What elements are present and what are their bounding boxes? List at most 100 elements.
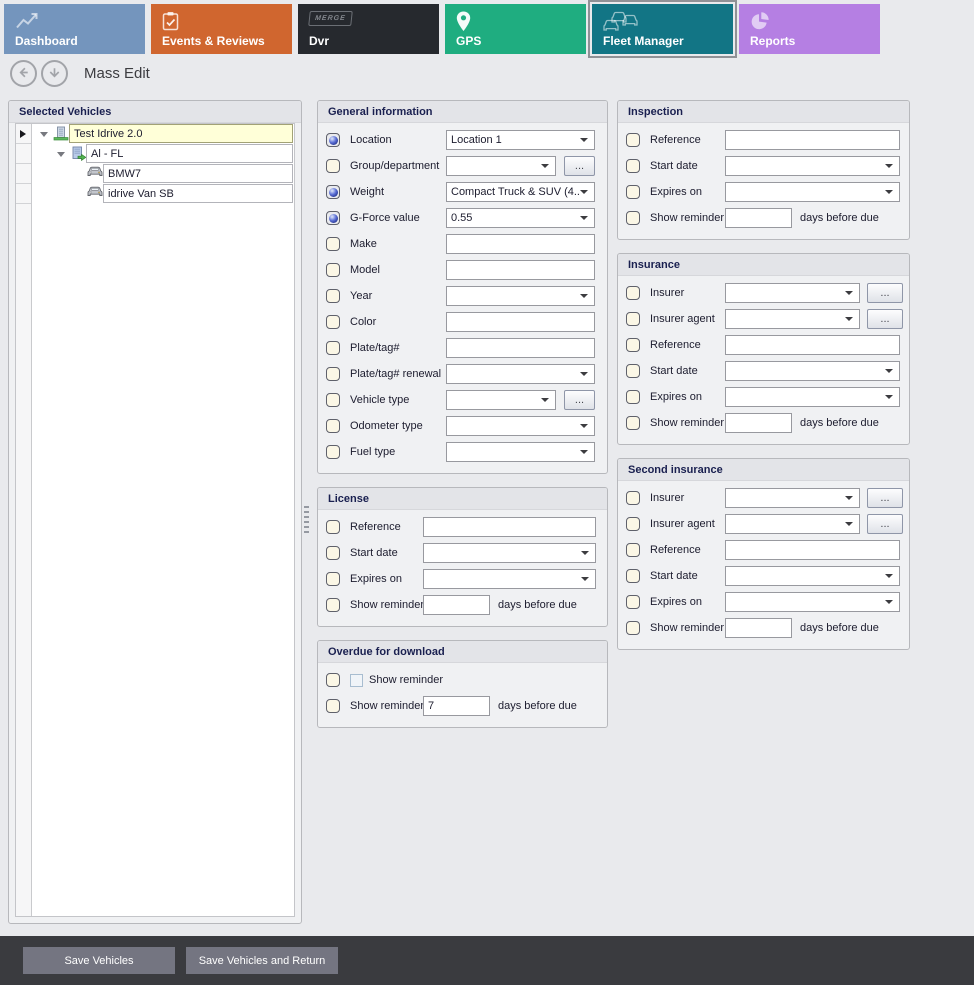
insurer-agent-apply-checkbox[interactable]	[626, 312, 640, 326]
show-reminder-apply-checkbox[interactable]	[626, 211, 640, 225]
tree-node-label[interactable]: Al - FL	[86, 144, 293, 163]
show-reminder-days-input[interactable]	[725, 618, 792, 638]
model-input[interactable]	[446, 260, 595, 280]
reference-input[interactable]	[725, 130, 900, 150]
weight-apply-checkbox[interactable]	[326, 185, 340, 199]
insurer-browse-button[interactable]: ...	[867, 283, 903, 303]
expires-on-select[interactable]	[725, 592, 900, 612]
insurer-agent-browse-button[interactable]: ...	[867, 309, 903, 329]
plate-tag-renewal-select[interactable]	[446, 364, 595, 384]
save-vehicles-button[interactable]: Save Vehicles	[23, 947, 175, 974]
tree-node-label[interactable]: idrive Van SB	[103, 184, 293, 203]
tree-node-bmw7[interactable]: BMW7	[32, 164, 294, 184]
splitter-handle[interactable]	[304, 506, 309, 533]
start-date-select[interactable]	[725, 566, 900, 586]
expires-on-select[interactable]	[725, 182, 900, 202]
field-label: Show reminder	[350, 700, 424, 712]
show-reminder-checkbox[interactable]	[350, 673, 363, 687]
insurer-select[interactable]	[725, 488, 860, 508]
show-reminder-apply-checkbox[interactable]	[326, 699, 340, 713]
vehicle-type-browse-button[interactable]: ...	[564, 390, 595, 410]
back-button[interactable]	[10, 60, 37, 87]
reference-apply-checkbox[interactable]	[626, 543, 640, 557]
reference-input[interactable]	[725, 540, 900, 560]
show-reminder-apply-checkbox[interactable]	[626, 621, 640, 635]
plate-tag-input[interactable]	[446, 338, 595, 358]
expires-on-apply-checkbox[interactable]	[326, 572, 340, 586]
odometer-type-select[interactable]	[446, 416, 595, 436]
start-date-select[interactable]	[725, 361, 900, 381]
expires-on-apply-checkbox[interactable]	[626, 185, 640, 199]
color-apply-checkbox[interactable]	[326, 315, 340, 329]
plate-tag-renewal-apply-checkbox[interactable]	[326, 367, 340, 381]
location-apply-checkbox[interactable]	[326, 133, 340, 147]
start-date-apply-checkbox[interactable]	[626, 159, 640, 173]
make-input[interactable]	[446, 234, 595, 254]
insurer-agent-apply-checkbox[interactable]	[626, 517, 640, 531]
show-reminder-days-input[interactable]	[725, 413, 792, 433]
weight-select[interactable]: Compact Truck & SUV (4...	[446, 182, 595, 202]
color-input[interactable]	[446, 312, 595, 332]
location-select[interactable]: Location 1	[446, 130, 595, 150]
tree-node-label[interactable]: Test Idrive 2.0	[69, 124, 293, 143]
insurer-apply-checkbox[interactable]	[626, 286, 640, 300]
tab-fleet-manager[interactable]: Fleet Manager	[592, 4, 733, 54]
fuel-type-select[interactable]	[446, 442, 595, 462]
tab-reports[interactable]: Reports	[739, 4, 880, 54]
field-label: Fuel type	[350, 446, 396, 458]
group-department-select[interactable]	[446, 156, 556, 176]
show-reminder-apply-checkbox[interactable]	[626, 416, 640, 430]
save-vehicles-and-return-button[interactable]: Save Vehicles and Return	[186, 947, 338, 974]
vehicle-type-select[interactable]	[446, 390, 556, 410]
start-date-apply-checkbox[interactable]	[626, 364, 640, 378]
vehicle-type-apply-checkbox[interactable]	[326, 393, 340, 407]
show-reminder-apply-checkbox[interactable]	[326, 598, 340, 612]
tree-node-test-idrive-2-0[interactable]: Test Idrive 2.0	[32, 124, 294, 144]
group-department-apply-checkbox[interactable]	[326, 159, 340, 173]
collapse-icon[interactable]	[40, 132, 48, 137]
reference-apply-checkbox[interactable]	[626, 338, 640, 352]
year-apply-checkbox[interactable]	[326, 289, 340, 303]
tab-dashboard[interactable]: Dashboard	[4, 4, 145, 54]
plate-tag-apply-checkbox[interactable]	[326, 341, 340, 355]
show-reminder-days-input[interactable]	[423, 696, 490, 716]
reference-apply-checkbox[interactable]	[626, 133, 640, 147]
group-department-browse-button[interactable]: ...	[564, 156, 595, 176]
year-select[interactable]	[446, 286, 595, 306]
reference-apply-checkbox[interactable]	[326, 520, 340, 534]
insurer-browse-button[interactable]: ...	[867, 488, 903, 508]
show-reminder-days-input[interactable]	[725, 208, 792, 228]
show-reminder-apply-checkbox[interactable]	[326, 673, 340, 687]
tree-node-al-fl[interactable]: Al - FL	[32, 144, 294, 164]
make-apply-checkbox[interactable]	[326, 237, 340, 251]
tab-dvr[interactable]: MERGE Dvr	[298, 4, 439, 54]
insurer-agent-select[interactable]	[725, 309, 860, 329]
fuel-type-apply-checkbox[interactable]	[326, 445, 340, 459]
tree-node-idrive-van-sb[interactable]: idrive Van SB	[32, 184, 294, 204]
g-force-value-apply-checkbox[interactable]	[326, 211, 340, 225]
expires-on-apply-checkbox[interactable]	[626, 595, 640, 609]
collapse-icon[interactable]	[57, 152, 65, 157]
insurer-agent-browse-button[interactable]: ...	[867, 514, 903, 534]
g-force-value-select[interactable]: 0.55	[446, 208, 595, 228]
show-reminder-days-input[interactable]	[423, 595, 490, 615]
start-date-select[interactable]	[725, 156, 900, 176]
expires-on-apply-checkbox[interactable]	[626, 390, 640, 404]
insurer-select[interactable]	[725, 283, 860, 303]
start-date-select[interactable]	[423, 543, 596, 563]
start-date-apply-checkbox[interactable]	[326, 546, 340, 560]
tab-gps[interactable]: GPS	[445, 4, 586, 54]
reference-input[interactable]	[423, 517, 596, 537]
expires-on-select[interactable]	[725, 387, 900, 407]
start-date-apply-checkbox[interactable]	[626, 569, 640, 583]
insurer-agent-select[interactable]	[725, 514, 860, 534]
expires-on-select[interactable]	[423, 569, 596, 589]
tab-events-reviews[interactable]: Events & Reviews	[151, 4, 292, 54]
insurer-apply-checkbox[interactable]	[626, 491, 640, 505]
odometer-type-apply-checkbox[interactable]	[326, 419, 340, 433]
chevron-down-icon	[885, 369, 893, 373]
model-apply-checkbox[interactable]	[326, 263, 340, 277]
tree-node-label[interactable]: BMW7	[103, 164, 293, 183]
down-button[interactable]	[41, 60, 68, 87]
reference-input[interactable]	[725, 335, 900, 355]
